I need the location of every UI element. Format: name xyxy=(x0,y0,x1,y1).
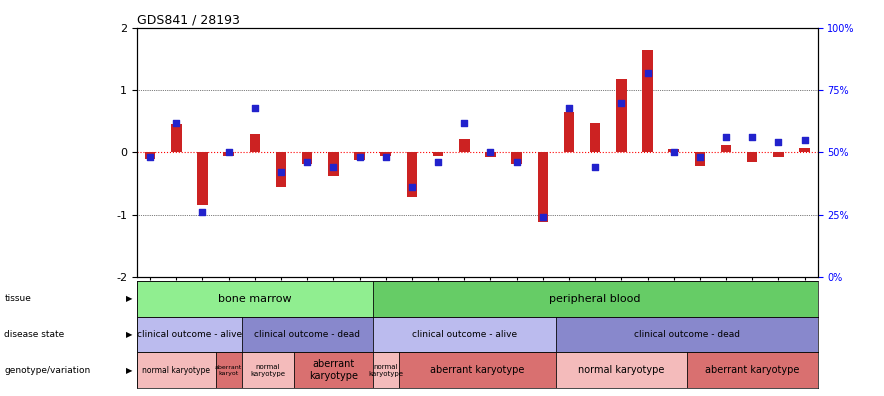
Bar xyxy=(720,145,731,152)
Bar xyxy=(512,152,522,164)
Point xyxy=(641,69,655,76)
Bar xyxy=(137,352,216,388)
Bar xyxy=(799,148,810,152)
Bar xyxy=(249,134,260,152)
Point xyxy=(509,159,523,166)
Text: aberrant karyotype: aberrant karyotype xyxy=(431,365,524,375)
Bar xyxy=(695,152,705,166)
Point xyxy=(457,119,471,126)
Text: aberrant
karyot: aberrant karyot xyxy=(215,365,242,376)
Text: clinical outcome - alive: clinical outcome - alive xyxy=(412,330,517,339)
Point xyxy=(588,164,602,171)
Bar xyxy=(668,149,679,152)
Bar xyxy=(137,281,373,317)
Point xyxy=(484,149,498,156)
Bar xyxy=(224,152,234,156)
Text: clinical outcome - dead: clinical outcome - dead xyxy=(634,330,740,339)
Bar xyxy=(328,152,339,176)
Point xyxy=(195,209,210,215)
Text: ▶: ▶ xyxy=(126,366,133,375)
Bar xyxy=(564,112,575,152)
Point xyxy=(797,137,812,143)
Text: peripheral blood: peripheral blood xyxy=(550,294,641,304)
Bar xyxy=(380,152,391,156)
Bar xyxy=(687,352,818,388)
Bar xyxy=(354,152,365,160)
Text: genotype/variation: genotype/variation xyxy=(4,366,91,375)
Bar xyxy=(197,152,208,206)
Text: ▶: ▶ xyxy=(126,295,133,303)
Point xyxy=(143,154,157,161)
Text: normal karyotype: normal karyotype xyxy=(142,366,210,375)
Text: normal
karyotype: normal karyotype xyxy=(369,364,403,377)
Bar xyxy=(556,352,687,388)
Bar xyxy=(485,152,496,157)
Bar xyxy=(590,122,600,152)
Text: normal
karyotype: normal karyotype xyxy=(250,364,286,377)
Text: aberrant
karyotype: aberrant karyotype xyxy=(309,360,358,381)
Text: GDS841 / 28193: GDS841 / 28193 xyxy=(137,13,240,27)
Bar xyxy=(556,317,818,352)
Point xyxy=(431,159,446,166)
Bar xyxy=(171,124,181,152)
Bar xyxy=(294,352,373,388)
Point xyxy=(353,154,367,161)
Point xyxy=(772,139,786,146)
Point xyxy=(378,154,392,161)
Point xyxy=(745,134,759,141)
Text: tissue: tissue xyxy=(4,295,31,303)
Bar xyxy=(459,139,469,152)
Point xyxy=(326,164,340,171)
Bar xyxy=(145,152,156,159)
Bar xyxy=(373,281,818,317)
Point xyxy=(536,214,550,221)
Text: clinical outcome - dead: clinical outcome - dead xyxy=(255,330,360,339)
Point xyxy=(614,99,629,106)
Point xyxy=(274,169,288,175)
Bar xyxy=(407,152,417,197)
Bar xyxy=(302,152,312,164)
Point xyxy=(719,134,733,141)
Bar xyxy=(399,352,556,388)
Bar xyxy=(373,317,556,352)
Bar xyxy=(433,152,444,156)
Point xyxy=(667,149,681,156)
Text: bone marrow: bone marrow xyxy=(218,294,292,304)
Bar xyxy=(537,152,548,222)
Text: disease state: disease state xyxy=(4,330,65,339)
Point xyxy=(405,184,419,190)
Text: clinical outcome - alive: clinical outcome - alive xyxy=(137,330,242,339)
Bar xyxy=(137,317,241,352)
Point xyxy=(562,105,576,111)
Bar xyxy=(241,352,294,388)
Point xyxy=(248,105,262,111)
Bar xyxy=(241,317,373,352)
Point xyxy=(222,149,236,156)
Bar xyxy=(747,152,758,162)
Bar xyxy=(276,152,286,187)
Bar xyxy=(774,152,784,157)
Bar xyxy=(216,352,241,388)
Point xyxy=(301,159,315,166)
Point xyxy=(169,119,183,126)
Text: ▶: ▶ xyxy=(126,330,133,339)
Bar xyxy=(616,79,627,152)
Point xyxy=(693,154,707,161)
Bar xyxy=(643,50,652,152)
Text: normal karyotype: normal karyotype xyxy=(578,365,665,375)
Text: aberrant karyotype: aberrant karyotype xyxy=(705,365,799,375)
Bar xyxy=(373,352,399,388)
